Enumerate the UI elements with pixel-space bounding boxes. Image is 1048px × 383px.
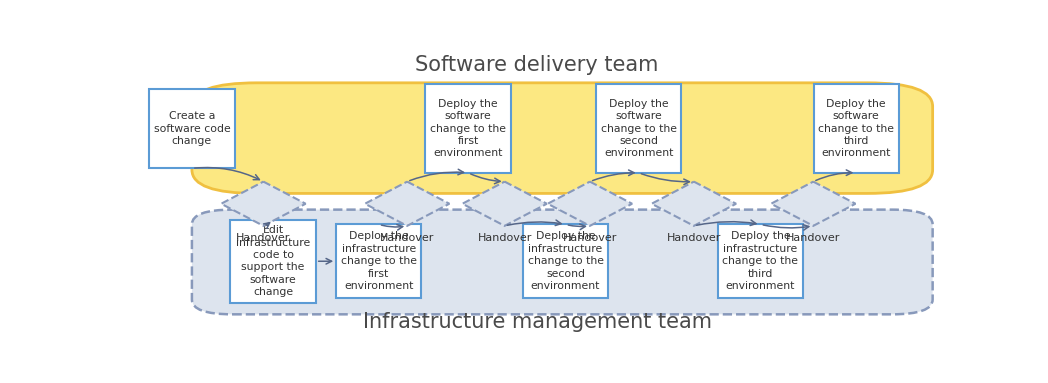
FancyBboxPatch shape [425,84,510,173]
Text: Deploy the
infrastructure
change to the
third
environment: Deploy the infrastructure change to the … [722,231,799,291]
FancyBboxPatch shape [149,89,235,169]
Text: Deploy the
software
change to the
third
environment: Deploy the software change to the third … [818,99,894,158]
Polygon shape [652,182,736,226]
Text: Infrastructure management team: Infrastructure management team [363,312,712,332]
FancyBboxPatch shape [813,84,899,173]
Text: Handover: Handover [786,233,840,243]
Text: Software delivery team: Software delivery team [415,55,659,75]
Text: Deploy the
infrastructure
change to the
second
environment: Deploy the infrastructure change to the … [527,231,604,291]
Text: Handover: Handover [236,233,290,243]
Text: Deploy the
software
change to the
second
environment: Deploy the software change to the second… [601,99,677,158]
FancyBboxPatch shape [192,83,933,193]
FancyBboxPatch shape [523,224,608,298]
FancyBboxPatch shape [336,224,421,298]
Polygon shape [548,182,632,226]
FancyBboxPatch shape [231,220,315,303]
Text: Handover: Handover [380,233,434,243]
Text: Handover: Handover [478,233,531,243]
Polygon shape [365,182,450,226]
Text: Deploy the
software
change to the
first
environment: Deploy the software change to the first … [430,99,506,158]
Polygon shape [771,182,855,226]
Polygon shape [462,182,547,226]
Text: Deploy the
infrastructure
change to the
first
environment: Deploy the infrastructure change to the … [341,231,417,291]
Text: Edit
infrastructure
code to
support the
software
change: Edit infrastructure code to support the … [236,225,310,297]
FancyBboxPatch shape [596,84,681,173]
Polygon shape [221,182,306,226]
Text: Handover: Handover [667,233,721,243]
FancyBboxPatch shape [718,224,803,298]
Text: Handover: Handover [563,233,617,243]
FancyBboxPatch shape [192,210,933,314]
Text: Create a
software code
change: Create a software code change [154,111,231,146]
